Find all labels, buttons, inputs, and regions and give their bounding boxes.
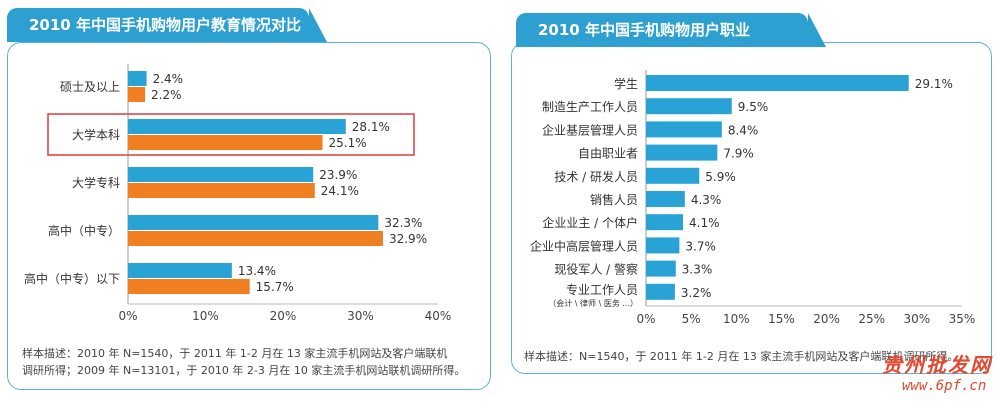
bar-series-1 — [128, 215, 379, 230]
education-sample-note-line2: 调研所得；2009 年 N=13101，于 2010 年 2-3 月在 10 家… — [22, 364, 466, 377]
bar-series-1 — [128, 167, 314, 182]
x-tick-label: 30% — [904, 312, 931, 326]
value-label: 24.1% — [321, 184, 359, 198]
x-tick-label: 20% — [270, 309, 297, 323]
x-tick-label: 20% — [813, 312, 840, 326]
x-tick-label: 15% — [768, 312, 795, 326]
occupation-sample-note: 样本描述：N=1540，于 2011 年 1-2 月在 13 家主流手机网站及客… — [524, 350, 959, 363]
category-label: 专业工作人员 — [566, 282, 638, 297]
value-label: 15.7% — [256, 280, 294, 294]
x-tick-label: 10% — [723, 312, 750, 326]
x-tick-label: 0% — [636, 312, 655, 326]
value-label: 28.1% — [352, 120, 390, 134]
x-tick-label: 25% — [858, 312, 885, 326]
x-tick-label: 5% — [682, 312, 701, 326]
bar-series-1 — [128, 71, 147, 86]
value-label: 29.1% — [915, 77, 953, 91]
category-label: 学生 — [614, 76, 638, 91]
bar — [646, 191, 685, 207]
category-sublabel: （会计 \ 律师 \ 医务 ...） — [548, 298, 638, 308]
category-label: 自由职业者 — [578, 147, 638, 161]
bar — [646, 260, 676, 277]
watermark-logo-text: 贵州批发网 — [882, 353, 992, 377]
bar-series-1 — [128, 263, 232, 278]
category-label: 高中（中专） — [48, 223, 120, 238]
value-label: 9.5% — [738, 100, 769, 114]
category-label: 销售人员 — [590, 192, 638, 207]
x-tick-label: 35% — [949, 312, 976, 326]
x-tick-label: 0% — [118, 309, 137, 323]
value-label: 5.9% — [705, 170, 736, 184]
value-label: 25.1% — [329, 136, 367, 150]
category-label: 企业业主 / 个体户 — [542, 215, 638, 230]
value-label: 32.9% — [389, 232, 427, 246]
bar — [646, 144, 718, 161]
value-label: 3.2% — [681, 286, 712, 300]
education-sample-note: 样本描述：2010 年 N=1540，于 2011 年 1-2 月在 13 家主… — [22, 345, 482, 379]
value-label: 13.4% — [238, 264, 276, 278]
value-label: 2.2% — [151, 88, 182, 102]
category-label: 现役军人 / 警察 — [554, 262, 638, 277]
bar-series-2 — [128, 183, 315, 198]
bar — [646, 98, 732, 115]
bar — [646, 75, 909, 91]
category-label: 高中（中专）以下 — [24, 271, 120, 286]
highlight-box — [47, 113, 415, 156]
value-label: 23.9% — [319, 168, 357, 182]
category-label: 制造生产工作人员 — [542, 100, 638, 114]
value-label: 8.4% — [728, 123, 759, 137]
occupation-chart-title-tab: 2010 年中国手机购物用户职业 TOP10 — [516, 13, 826, 73]
bar — [646, 214, 684, 231]
bar-series-2 — [128, 135, 323, 150]
value-label: 32.3% — [384, 216, 422, 230]
bar-series-2 — [128, 231, 383, 246]
category-label: 大学专科 — [72, 175, 120, 190]
education-bar-chart: 0% 10% 20% 30% 40% 硕士及以上 2.4% 2.2% 大学本科 28.1% 25.1… — [24, 64, 452, 323]
education-chart-title-tab: 2010 年中国手机购物用户教育情况对比 — [7, 8, 327, 42]
value-label: 4.3% — [691, 193, 722, 207]
category-label: 企业基层管理人员 — [542, 122, 638, 137]
x-tick-label: 30% — [347, 309, 374, 323]
watermark-url: www.6pf.cn — [902, 378, 987, 394]
x-tick-label: 40% — [425, 309, 452, 323]
category-label: 硕士及以上 — [60, 80, 120, 94]
category-label: 大学本科 — [72, 127, 120, 142]
category-label: 企业中高层管理人员 — [530, 238, 638, 253]
bar — [646, 121, 722, 138]
bar-series-2 — [128, 279, 250, 294]
education-sample-note-line1: 样本描述：2010 年 N=1540，于 2011 年 1-2 月在 13 家主… — [22, 347, 448, 360]
category-label: 技术 / 研发人员 — [554, 169, 638, 184]
value-label: 4.1% — [689, 216, 720, 230]
bar — [646, 283, 675, 300]
value-label: 7.9% — [723, 147, 754, 161]
value-label: 2.4% — [153, 72, 184, 86]
x-tick-label: 10% — [192, 309, 219, 323]
bar-series-1 — [128, 119, 346, 134]
value-label: 3.7% — [685, 239, 716, 253]
occupation-chart-panel — [511, 42, 992, 374]
bar — [646, 237, 680, 254]
bar — [646, 167, 700, 184]
bar-series-2 — [128, 87, 146, 102]
value-label: 3.3% — [682, 263, 713, 277]
occupation-bar-chart: 0% 5% 10% 15% 20% 25% 30% 35% 学生 29.1% 制造生产工作人员 9.5… — [530, 70, 976, 326]
